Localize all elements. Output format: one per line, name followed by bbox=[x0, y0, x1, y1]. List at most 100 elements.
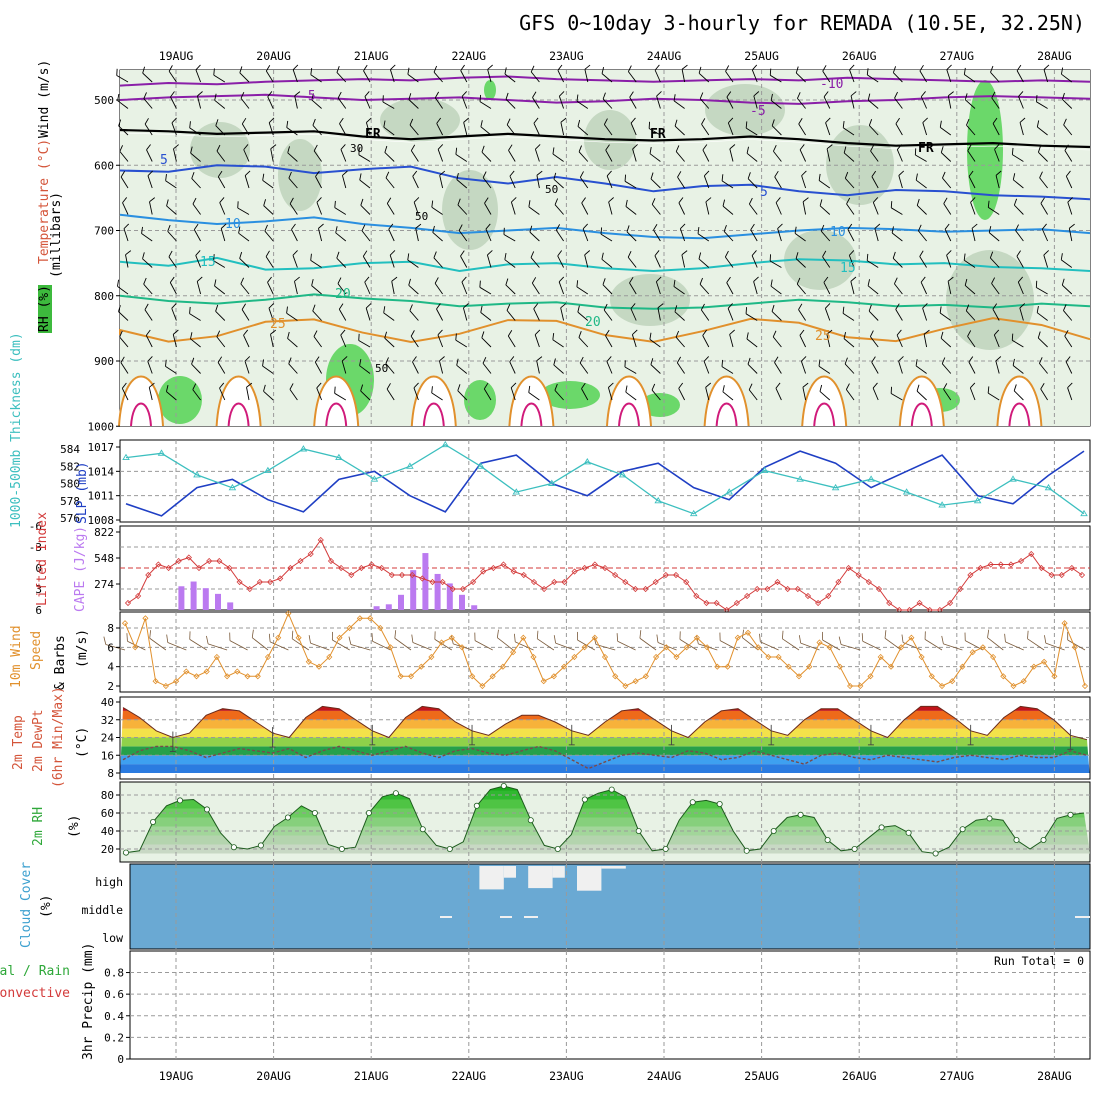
wind-barb-feather bbox=[268, 117, 275, 123]
wind-barb-shaft bbox=[382, 101, 395, 109]
wind-barb-shaft bbox=[148, 387, 153, 401]
wind-barb-feather bbox=[528, 200, 531, 207]
wind-barb bbox=[142, 252, 153, 268]
wind-barb-shaft bbox=[625, 206, 637, 215]
wind-barb-shaft bbox=[530, 257, 540, 268]
wind-barb-shaft bbox=[795, 72, 806, 83]
wind-barb-shaft bbox=[244, 360, 250, 374]
wind-barb bbox=[584, 250, 591, 268]
wind-barb bbox=[557, 250, 565, 268]
wind-barb bbox=[456, 358, 468, 374]
wind-barb-feather bbox=[536, 356, 543, 362]
wind-barb bbox=[119, 330, 129, 348]
wind-barb bbox=[436, 303, 443, 321]
wind-barb-feather bbox=[341, 356, 348, 362]
wind-barb-shaft bbox=[169, 282, 177, 295]
wind10-tick: 4 bbox=[107, 661, 114, 674]
li-marker bbox=[429, 578, 436, 586]
wind-barb bbox=[674, 119, 685, 136]
wind-barb-shaft bbox=[334, 207, 347, 215]
wind-barb-feather bbox=[747, 357, 751, 365]
wind10-marker bbox=[928, 673, 935, 680]
wind-barb bbox=[969, 382, 976, 401]
li-marker bbox=[764, 585, 771, 593]
rh2m-marker bbox=[554, 846, 561, 853]
wind-barb-shaft bbox=[506, 310, 516, 321]
li-marker bbox=[622, 578, 629, 586]
wind10-barb-shaft bbox=[555, 642, 575, 651]
wind10-barb-feather bbox=[656, 634, 659, 643]
wind-barb-feather bbox=[721, 174, 724, 181]
wind-barb-feather bbox=[940, 146, 944, 153]
wind-barb bbox=[243, 144, 250, 162]
wind-barb-shaft bbox=[770, 74, 782, 83]
wind-barb-shaft bbox=[407, 259, 419, 268]
wind-barb-feather bbox=[582, 223, 588, 230]
wind-barb bbox=[125, 250, 132, 268]
wind-barb-shaft bbox=[240, 283, 250, 295]
cloud-mid-sliver bbox=[524, 916, 538, 918]
wind-barb bbox=[676, 356, 685, 374]
wind-barb-feather bbox=[530, 251, 535, 258]
wind-barb-shaft bbox=[294, 281, 298, 295]
date-label-bottom: 22AUG bbox=[451, 1069, 486, 1083]
wind-barb-shaft bbox=[1068, 228, 1073, 242]
wind-barb-feather bbox=[770, 93, 773, 101]
wind-barb-shaft bbox=[844, 363, 855, 374]
wind-barb-feather bbox=[653, 224, 658, 231]
wind-barb-feather bbox=[455, 147, 458, 155]
li-marker bbox=[358, 564, 365, 572]
wind-barb bbox=[358, 148, 371, 162]
wind-barb-feather bbox=[384, 145, 388, 153]
bottom-date-axis: 19AUG 20AUG 21AUG 22AUG 23AUG 24AUG 25AUG 26AUG… bbox=[159, 1069, 1072, 1083]
wind-barb bbox=[432, 225, 443, 242]
wind-barb-shaft bbox=[1067, 387, 1073, 401]
wind10-marker bbox=[642, 673, 649, 680]
date-label-top: 22AUG bbox=[451, 49, 486, 63]
wind-barb-shaft bbox=[605, 335, 613, 348]
wind-barb bbox=[434, 277, 443, 295]
wind10-barb-feather bbox=[884, 630, 887, 639]
wind-barb-shaft bbox=[943, 203, 952, 215]
wind-barb bbox=[775, 382, 782, 401]
wind-barb-feather bbox=[970, 197, 976, 203]
wind-barb bbox=[334, 200, 347, 215]
wind-barb bbox=[727, 117, 734, 136]
wind-barb-shaft bbox=[413, 202, 419, 215]
wind10-marker bbox=[663, 644, 670, 651]
wind-barb-shaft bbox=[654, 69, 661, 83]
wind-barb-feather bbox=[220, 223, 227, 229]
li-marker bbox=[1058, 571, 1065, 579]
rh2m-marker bbox=[932, 850, 939, 857]
wind10-marker bbox=[315, 663, 323, 670]
wind-barb-shaft bbox=[391, 281, 395, 295]
wind-barb bbox=[650, 358, 661, 374]
wind-barb-feather bbox=[215, 304, 219, 312]
date-label-bottom: 23AUG bbox=[549, 1069, 584, 1083]
wind-barb bbox=[605, 329, 613, 348]
wind-barb-feather bbox=[408, 93, 412, 100]
wind-barb-feather bbox=[747, 172, 751, 179]
li-marker bbox=[317, 536, 324, 544]
wind-barb bbox=[215, 304, 226, 321]
wind-barb-shaft bbox=[310, 74, 322, 83]
wind-barb-feather bbox=[1016, 250, 1021, 257]
wind-barb bbox=[1067, 382, 1073, 401]
wind-barb bbox=[772, 145, 782, 162]
wind-barb-feather bbox=[365, 303, 372, 309]
wind-barb bbox=[554, 383, 564, 401]
rh2m-marker bbox=[662, 846, 669, 853]
wind-barb bbox=[120, 356, 129, 374]
wind-barb-feather bbox=[992, 117, 998, 124]
wind-barb-shaft bbox=[918, 230, 927, 242]
wind-barb-shaft bbox=[774, 362, 782, 374]
wind-barb-feather bbox=[388, 223, 394, 230]
wind-barb-feather bbox=[705, 197, 712, 203]
temp-band bbox=[120, 737, 1090, 747]
wind-barb-shaft bbox=[965, 99, 976, 109]
cloud-label: Cloud Cover bbox=[19, 862, 34, 948]
wind10-barb bbox=[553, 635, 575, 651]
wind-barb-shaft bbox=[509, 175, 516, 189]
wind-barb-shaft bbox=[967, 150, 976, 162]
li-marker bbox=[875, 585, 883, 593]
